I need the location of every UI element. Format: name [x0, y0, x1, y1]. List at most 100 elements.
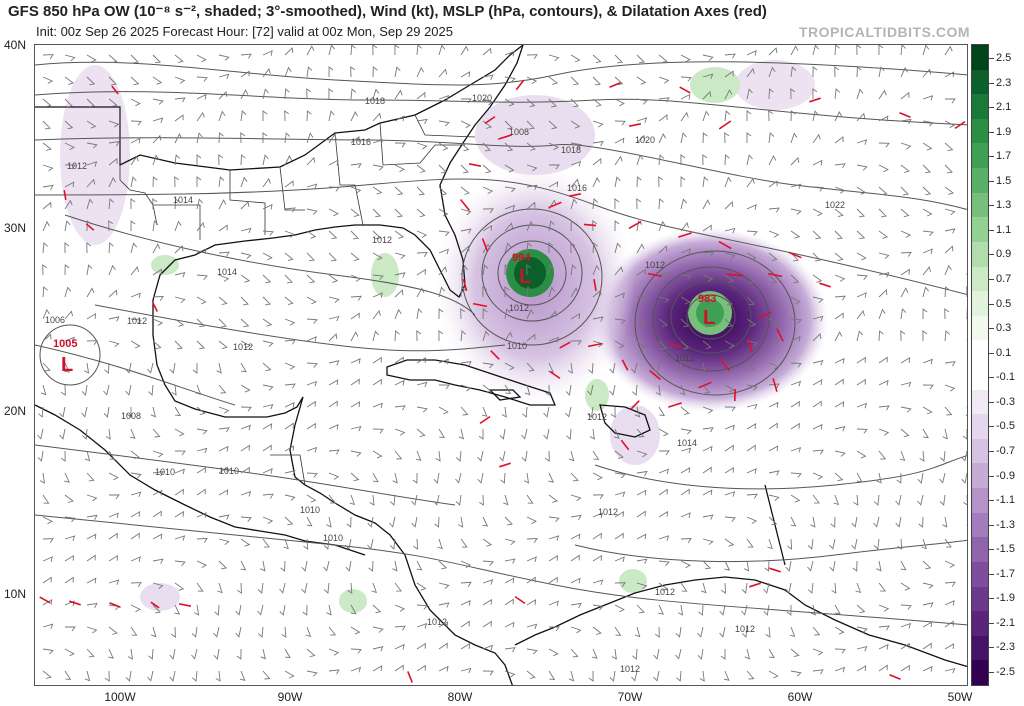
wind-barb	[724, 274, 735, 283]
wind-barb	[966, 648, 967, 649]
wind-barb	[438, 330, 444, 342]
wind-barb	[262, 423, 273, 430]
wind-barb	[724, 154, 730, 166]
wind-barb	[856, 472, 863, 483]
wind-barb	[86, 264, 93, 276]
wind-barb	[922, 642, 932, 650]
wind-barb	[477, 450, 484, 462]
wind-barb	[548, 554, 559, 562]
wind-barb	[856, 45, 862, 56]
wind-barb	[174, 535, 186, 541]
wind-barb	[746, 318, 757, 327]
wind-barb	[240, 444, 250, 452]
wind-barb	[86, 602, 98, 609]
wind-barb	[526, 538, 538, 543]
wind-barb	[195, 384, 202, 395]
wind-barb	[878, 450, 887, 460]
dilatation-axis	[718, 120, 732, 130]
wind-barb	[790, 380, 802, 387]
wind-barb	[284, 516, 294, 526]
dilatation-axis	[726, 273, 744, 277]
wind-barb	[945, 98, 956, 104]
colorbar-tick	[989, 450, 994, 452]
wind-barb	[64, 576, 74, 584]
wind-barb	[460, 560, 472, 568]
wind-barb	[592, 98, 602, 107]
wind-barb	[680, 111, 689, 122]
wind-barb	[64, 199, 73, 210]
wind-barb	[64, 54, 76, 62]
wind-barb	[768, 88, 774, 100]
wind-barb	[944, 308, 950, 320]
wind-barb	[746, 274, 756, 284]
wind-barb	[174, 560, 186, 567]
dilatation-axis	[649, 369, 661, 381]
wind-barb	[768, 516, 778, 526]
wind-barb	[152, 582, 164, 590]
wind-barb	[614, 176, 621, 188]
wind-barb	[416, 252, 428, 257]
wind-barb	[130, 292, 141, 299]
wind-barb	[856, 645, 868, 652]
wind-barb	[392, 472, 398, 484]
wind-barb	[86, 340, 98, 346]
wind-barb	[746, 444, 756, 452]
wind-barb	[680, 340, 690, 350]
wind-barb	[328, 449, 340, 455]
wind-barb	[240, 466, 250, 474]
wind-barb	[416, 164, 426, 173]
wind-barb	[169, 648, 176, 660]
wind-barb	[130, 318, 142, 325]
wind-barb	[42, 516, 54, 525]
dilatation-axis	[772, 378, 778, 392]
wind-barb	[878, 582, 887, 592]
wind-barb	[812, 274, 823, 283]
dilatation-axis	[767, 272, 783, 278]
wind-barb	[42, 598, 53, 606]
wind-barb	[807, 582, 814, 594]
low-symbol: L	[519, 266, 531, 288]
wind-barb	[239, 670, 246, 681]
wind-barb	[548, 336, 560, 343]
wind-barb	[680, 467, 691, 474]
wind-barb	[922, 582, 934, 589]
wind-barb	[350, 401, 361, 408]
wind-barb	[522, 406, 528, 418]
wind-barb	[257, 604, 264, 616]
wind-barb	[416, 45, 422, 56]
wind-barb	[328, 88, 334, 100]
wind-barb	[900, 406, 912, 413]
wind-barb	[526, 286, 532, 298]
wind-barb	[328, 669, 340, 675]
wind-barb	[812, 88, 818, 100]
wind-barb	[59, 406, 66, 418]
isobar-label: 1012	[233, 342, 253, 352]
wind-barb	[433, 494, 440, 506]
wind-barb	[129, 428, 136, 439]
wind-barb	[856, 310, 865, 320]
wind-barb	[922, 621, 933, 628]
wind-barb	[570, 312, 581, 320]
wind-barb	[922, 286, 930, 298]
wind-barb	[306, 422, 316, 430]
wind-barb	[174, 220, 182, 232]
wind-barb	[856, 274, 868, 280]
wind-barb	[240, 538, 251, 547]
wind-barb	[482, 384, 492, 393]
wind-barb	[192, 362, 198, 374]
wind-barb	[570, 648, 579, 658]
wind-barb	[240, 296, 249, 306]
dilatation-axis	[459, 199, 471, 211]
wind-barb	[438, 358, 449, 365]
wind-barb	[851, 516, 858, 528]
wind-barb	[328, 252, 337, 262]
wind-barb	[852, 560, 858, 572]
wind-barb	[548, 181, 559, 188]
colorbar-tick	[989, 647, 994, 649]
wind-barb	[306, 156, 316, 166]
wind-barb	[108, 512, 119, 519]
dilatation-axis	[559, 341, 571, 349]
wind-barb	[196, 340, 206, 350]
wind-barb	[922, 428, 929, 439]
wind-barb	[966, 121, 967, 122]
